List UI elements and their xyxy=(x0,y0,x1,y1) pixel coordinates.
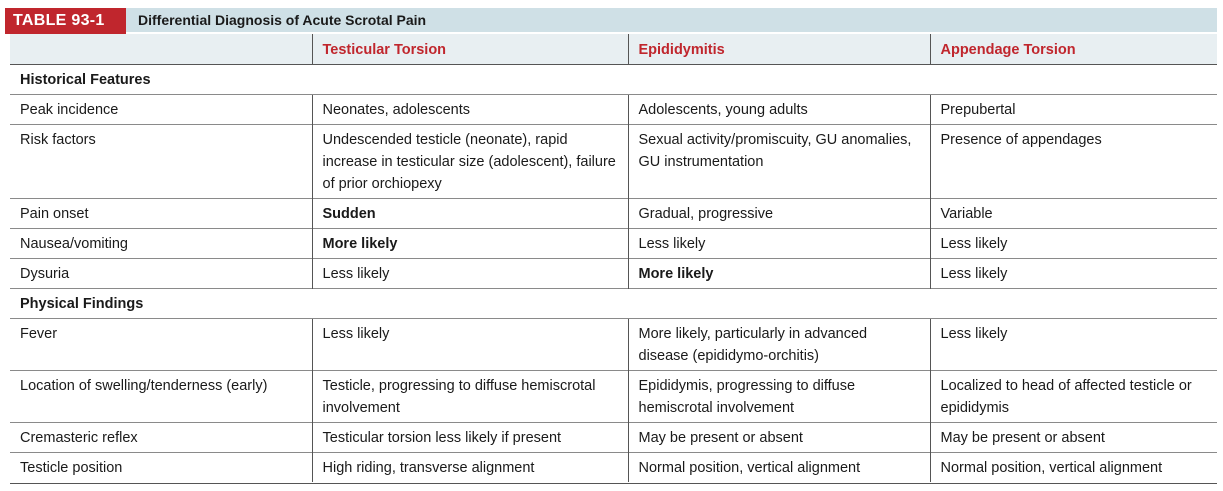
table-cell: Less likely xyxy=(311,258,628,289)
row-label: Pain onset xyxy=(10,198,312,229)
table-cell: Neonates, adolescents xyxy=(311,94,628,125)
table-cell: Sexual activity/promiscuity, GU anomalie… xyxy=(627,124,930,199)
section-row: Physical Findings xyxy=(10,288,1217,319)
section-title: Physical Findings xyxy=(10,288,1217,319)
header-row: Testicular Torsion Epididymitis Appendag… xyxy=(10,34,1217,65)
table-cell: Normal position, vertical alignment xyxy=(627,452,930,482)
table-row: Location of swelling/tenderness (early) T… xyxy=(10,370,1217,423)
table-row: Fever Less likely More likely, particularl… xyxy=(10,318,1217,371)
table-cell: Less likely xyxy=(929,318,1217,371)
bottom-rule xyxy=(10,483,1217,484)
table-cell: Prepubertal xyxy=(929,94,1217,125)
row-label: Peak incidence xyxy=(10,94,312,125)
row-label: Cremasteric reflex xyxy=(10,422,312,453)
table-cell: Variable xyxy=(929,198,1217,229)
table-cell: High riding, transverse alignment xyxy=(311,452,628,482)
table-cell: Testicle, progressing to diffuse hemiscr… xyxy=(311,370,628,423)
row-label: Fever xyxy=(10,318,312,371)
table-row: Cremasteric reflex Testicular torsion les… xyxy=(10,422,1217,453)
row-label: Nausea/vomiting xyxy=(10,228,312,259)
table-row: Nausea/vomiting More likely Less likely Les… xyxy=(10,228,1217,259)
table-cell: Undescended testicle (neonate), rapid in… xyxy=(311,124,628,199)
row-label: Dysuria xyxy=(10,258,312,289)
row-label: Location of swelling/tenderness (early) xyxy=(10,370,312,423)
table-cell: May be present or absent xyxy=(627,422,930,453)
row-label: Testicle position xyxy=(10,452,312,482)
table-cell: More likely xyxy=(627,258,930,289)
table-body: Historical Features Peak incidence Neonate… xyxy=(10,64,1217,482)
table-cell: More likely, particularly in advanced di… xyxy=(627,318,930,371)
table-cell: Less likely xyxy=(929,228,1217,259)
table-cell: Normal position, vertical alignment xyxy=(929,452,1217,482)
section-title: Historical Features xyxy=(10,64,1217,95)
header-cell-epididymitis: Epididymitis xyxy=(627,34,930,65)
table-cell: Localized to head of affected testicle o… xyxy=(929,370,1217,423)
table-row: Pain onset Sudden Gradual, progressive Vari… xyxy=(10,198,1217,229)
table-caption: Differential Diagnosis of Acute Scrotal … xyxy=(138,12,427,28)
table-cell: More likely xyxy=(311,228,628,259)
header-cell-appendage-torsion: Appendage Torsion xyxy=(929,34,1217,65)
table-cell: Gradual, progressive xyxy=(627,198,930,229)
header-cell-testicular-torsion: Testicular Torsion xyxy=(311,34,628,65)
row-label: Risk factors xyxy=(10,124,312,199)
title-bar xyxy=(5,8,1217,32)
table-cell: Less likely xyxy=(627,228,930,259)
table-cell: Less likely xyxy=(311,318,628,371)
header-cell-blank xyxy=(10,34,312,65)
section-row: Historical Features xyxy=(10,64,1217,95)
table-number-tag: TABLE 93-1 xyxy=(5,8,126,34)
table-cell: May be present or absent xyxy=(929,422,1217,453)
table-row: Peak incidence Neonates, adolescents Adole… xyxy=(10,94,1217,125)
table-cell: Testicular torsion less likely if presen… xyxy=(311,422,628,453)
table-cell: Less likely xyxy=(929,258,1217,289)
table-cell: Presence of appendages xyxy=(929,124,1217,199)
table-cell: Sudden xyxy=(311,198,628,229)
table-row: Testicle position High riding, transverse… xyxy=(10,452,1217,482)
table-cell: Epididymis, progressing to diffuse hemis… xyxy=(627,370,930,423)
table-row: Risk factors Undescended testicle (neonat… xyxy=(10,124,1217,199)
table-cell: Adolescents, young adults xyxy=(627,94,930,125)
diagnosis-table: Testicular Torsion Epididymitis Appendag… xyxy=(10,34,1217,482)
table-row: Dysuria Less likely More likely Less likely xyxy=(10,258,1217,289)
